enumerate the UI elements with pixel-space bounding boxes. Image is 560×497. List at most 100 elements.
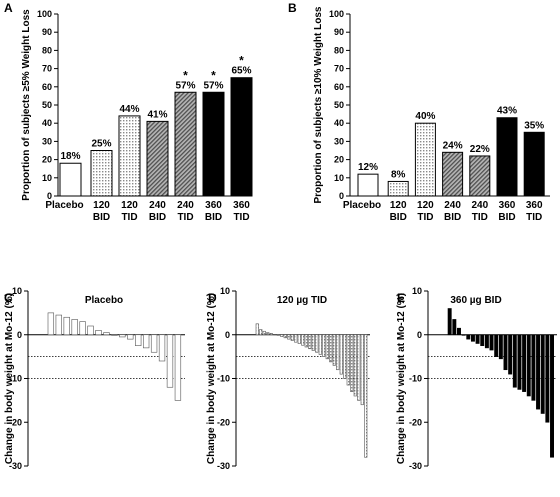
y-axis-label: Change in body weight at Mo-12 (%)	[206, 293, 217, 464]
bar	[146, 120, 169, 197]
y-tick-label: 90	[334, 27, 344, 37]
waterfall-bar	[512, 334, 517, 388]
category-label: 120	[121, 200, 138, 211]
bar	[442, 151, 464, 197]
waterfall-bar	[360, 334, 364, 406]
category-label: BID	[205, 212, 222, 223]
waterfall-bar	[364, 334, 368, 458]
waterfall-bar	[470, 334, 475, 342]
panel-letter: B	[288, 1, 297, 15]
y-tick-label: 80	[42, 45, 52, 55]
waterfall-bar	[280, 334, 284, 337]
category-label: TID	[121, 212, 137, 223]
category-label: 360	[205, 200, 222, 211]
waterfall-bar	[174, 334, 182, 401]
bar-value-label: 57%	[175, 80, 195, 91]
y-tick-label: 10	[12, 286, 22, 296]
category-label: TID	[177, 212, 193, 223]
bar	[414, 122, 436, 197]
y-tick-label: -10	[409, 374, 422, 384]
category-label: 240	[177, 200, 194, 211]
waterfall-bar	[269, 333, 273, 336]
waterfall-bar	[95, 330, 102, 336]
waterfall-bar	[318, 334, 322, 355]
y-tick-label: 10	[412, 286, 422, 296]
panel-title: Placebo	[85, 295, 123, 306]
waterfall-bar	[489, 334, 494, 351]
waterfall-bar	[466, 334, 471, 340]
y-tick-label: 30	[42, 136, 52, 146]
waterfall-bar	[119, 334, 126, 338]
y-tick-label: 0	[339, 191, 344, 201]
category-label: TID	[472, 212, 488, 223]
y-tick-label: -20	[9, 417, 22, 427]
waterfall-bar	[498, 334, 503, 360]
y-tick-label: 40	[42, 118, 52, 128]
waterfall-bar	[287, 334, 291, 340]
waterfall-bar	[339, 334, 343, 375]
significance-star: *	[211, 68, 216, 82]
panel-letter: A	[4, 1, 13, 15]
bar-value-label: 40%	[415, 111, 435, 122]
waterfall-bar	[494, 334, 499, 357]
y-tick-label: 70	[42, 64, 52, 74]
y-tick-label: 10	[334, 173, 344, 183]
panel-title: 360 µg BID	[450, 295, 501, 306]
bar	[174, 91, 197, 197]
bar	[387, 180, 409, 197]
y-tick-label: 0	[225, 330, 230, 340]
waterfall-bar	[457, 327, 461, 336]
bar	[90, 150, 113, 197]
waterfall-bar	[503, 334, 508, 371]
waterfall-bar	[357, 334, 361, 401]
waterfall-bar	[353, 334, 357, 397]
waterfall-bar	[322, 334, 326, 357]
bar	[202, 91, 225, 197]
waterfall-bar	[111, 334, 118, 336]
waterfall-bar	[475, 334, 480, 344]
waterfall-bar	[297, 334, 301, 344]
y-tick-label: 50	[334, 100, 344, 110]
waterfall-bar	[290, 334, 294, 341]
y-tick-label: 80	[334, 45, 344, 55]
category-label: TID	[233, 212, 249, 223]
waterfall-bar	[276, 334, 280, 336]
bar-value-label: 22%	[470, 144, 490, 155]
waterfall-bar	[166, 334, 174, 388]
bar-value-label: 18%	[60, 151, 80, 162]
category-label: 360	[233, 200, 250, 211]
y-tick-label: 60	[334, 82, 344, 92]
bar-value-label: 35%	[524, 120, 544, 131]
panel-b: B 0 10 20 30 40 50 60 70 80 90 100 Proportion of sub…	[288, 1, 550, 223]
y-tick-label: 100	[329, 9, 344, 19]
bar	[496, 117, 518, 197]
category-label: TID	[526, 212, 542, 223]
y-tick-label: -30	[217, 461, 230, 471]
y-tick-label: -10	[217, 374, 230, 384]
waterfall-bar	[135, 334, 142, 346]
y-tick-label: -30	[9, 461, 22, 471]
waterfall-bar	[150, 334, 158, 353]
waterfall-bar	[311, 334, 315, 351]
y-tick-label: 20	[42, 155, 52, 165]
y-tick-label: -10	[9, 374, 22, 384]
panel-e: E -30 -20 -10 0 10 360 µg BID Change in body we…	[396, 286, 557, 471]
category-label: 240	[471, 200, 488, 211]
bar	[357, 173, 379, 197]
category-label: 120	[93, 200, 110, 211]
y-axis-label: Change in body weight at Mo-12 (%)	[396, 293, 407, 464]
y-tick-label: 20	[334, 155, 344, 165]
category-label: 120	[390, 200, 407, 211]
y-axis-label: Proportion of subjects ≥10% Weight Loss	[313, 6, 324, 203]
waterfall-bar	[522, 334, 527, 392]
category-label: 240	[149, 200, 166, 211]
waterfall-bar	[308, 334, 312, 350]
category-label: 360	[526, 200, 543, 211]
waterfall-bar	[536, 334, 541, 410]
bar-value-label: 24%	[443, 140, 463, 151]
bar	[523, 131, 545, 197]
waterfall-bar	[484, 334, 489, 349]
y-tick-label: -20	[217, 417, 230, 427]
y-tick-label: 40	[334, 118, 344, 128]
waterfall-bar	[294, 334, 298, 343]
